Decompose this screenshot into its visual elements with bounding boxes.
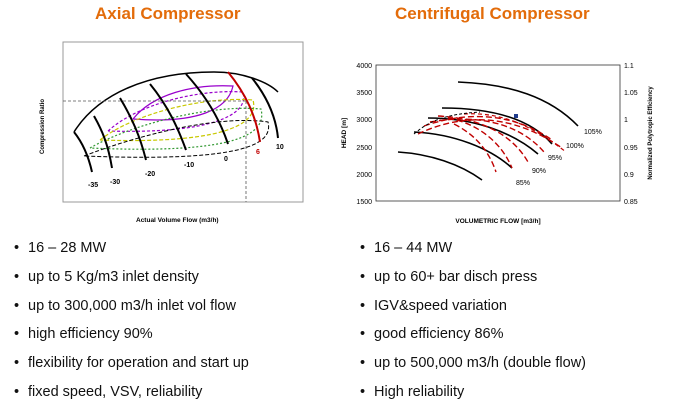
vane-label: -35 [88, 182, 98, 189]
head-axis-label: HEAD [m] [341, 118, 348, 148]
efficiency-island-3 [99, 98, 255, 142]
vane-line-m35 [73, 131, 93, 173]
axial-plot-frame [62, 41, 304, 203]
efficiency-tick: 1.1 [624, 63, 634, 70]
speed-label: 90% [532, 168, 546, 175]
vane-line-6 [227, 71, 261, 143]
speed-curve-105 [457, 81, 579, 127]
head-tick: 3500 [356, 90, 372, 97]
bullet-item: • up to 5 Kg/m3 inlet density [14, 268, 199, 285]
bullet-item: • 16 – 28 MW [14, 240, 107, 256]
vane-label: -30 [110, 179, 120, 186]
bullet-item: • high efficiency 90% [14, 326, 153, 343]
head-tick: 1500 [356, 199, 372, 206]
surge-line [413, 111, 481, 135]
axial-title: Axial Compressor [95, 4, 241, 23]
head-tick: 2500 [356, 145, 372, 152]
centrifugal-bullet-list: • 16 – 44 MW • up to 60+ bar disch press •… [360, 234, 586, 407]
bullet-item: • good efficiency 86% [360, 326, 504, 343]
bullet-item: • High reliability [360, 383, 465, 400]
bullet-item: • up to 60+ bar disch press [360, 268, 538, 285]
head-tick: 2000 [356, 172, 372, 179]
efficiency-island-1 [132, 85, 234, 121]
efficiency-tick: 0.85 [624, 199, 638, 206]
bullet-item: • fixed speed, VSV, reliability [14, 383, 203, 400]
bullet-item: • up to 300,000 m3/h inlet vol flow [14, 297, 236, 314]
axial-compressor-map: Compression Ratio Actual Volume Flow (m3… [40, 41, 304, 224]
vane-line-m20 [119, 97, 147, 161]
vane-line-0 [185, 73, 229, 145]
surge-line [73, 71, 279, 133]
vane-line-m30 [93, 115, 113, 169]
bullet-item: • up to 500,000 m3/h (double flow) [360, 355, 586, 372]
vane-label: -10 [184, 162, 194, 169]
vane-line-m10 [149, 83, 187, 151]
efficiency-tick: 0.95 [624, 145, 638, 152]
efficiency-curve [429, 118, 545, 153]
speed-curve-90 [413, 131, 513, 169]
speed-label: 95% [548, 155, 562, 162]
vane-label: 6 [256, 149, 260, 156]
centrifugal-title: Centrifugal Compressor [395, 4, 590, 23]
centrifugal-compressor-map: 4000 3500 3000 2500 2000 1500 1.1 1.05 1… [341, 63, 654, 225]
bullet-item: • 16 – 44 MW [360, 240, 453, 256]
efficiency-curve [447, 117, 513, 169]
flow-axis-label: VOLUMETRIC FLOW [m3/h] [455, 218, 540, 225]
vane-line-10 [251, 77, 279, 139]
efficiency-island-5 [83, 119, 270, 158]
efficiency-curve [437, 115, 529, 163]
efficiency-tick: 1 [624, 117, 628, 124]
speed-label: 100% [566, 143, 584, 150]
axial-y-label: Compression Ratio [40, 99, 46, 154]
efficiency-tick: 0.9 [624, 172, 634, 179]
speed-label: 85% [516, 180, 530, 187]
vane-label: -20 [145, 171, 155, 178]
bullet-item: • IGV&speed variation [360, 297, 507, 314]
efficiency-tick: 1.05 [624, 90, 638, 97]
vane-label: 0 [224, 156, 228, 163]
head-tick: 4000 [356, 63, 372, 70]
efficiency-curve [463, 113, 567, 153]
centrifugal-plot-frame [375, 64, 621, 202]
efficiency-axis-label: Normalized Polytropic Efficiency [648, 86, 654, 180]
vane-label: 10 [276, 144, 284, 151]
axial-x-label: Actual Volume Flow (m3/h) [136, 217, 219, 224]
speed-curve-85 [397, 151, 483, 181]
efficiency-curve [423, 115, 553, 141]
efficiency-island-4 [89, 107, 263, 150]
operating-point-marker [514, 114, 518, 118]
efficiency-island-2 [107, 91, 245, 132]
head-tick: 3000 [356, 117, 372, 124]
bullet-item: • flexibility for operation and start up [14, 355, 249, 372]
speed-label: 105% [584, 129, 602, 136]
axial-bullet-list: • 16 – 28 MW • up to 5 Kg/m3 inlet density… [14, 234, 249, 407]
